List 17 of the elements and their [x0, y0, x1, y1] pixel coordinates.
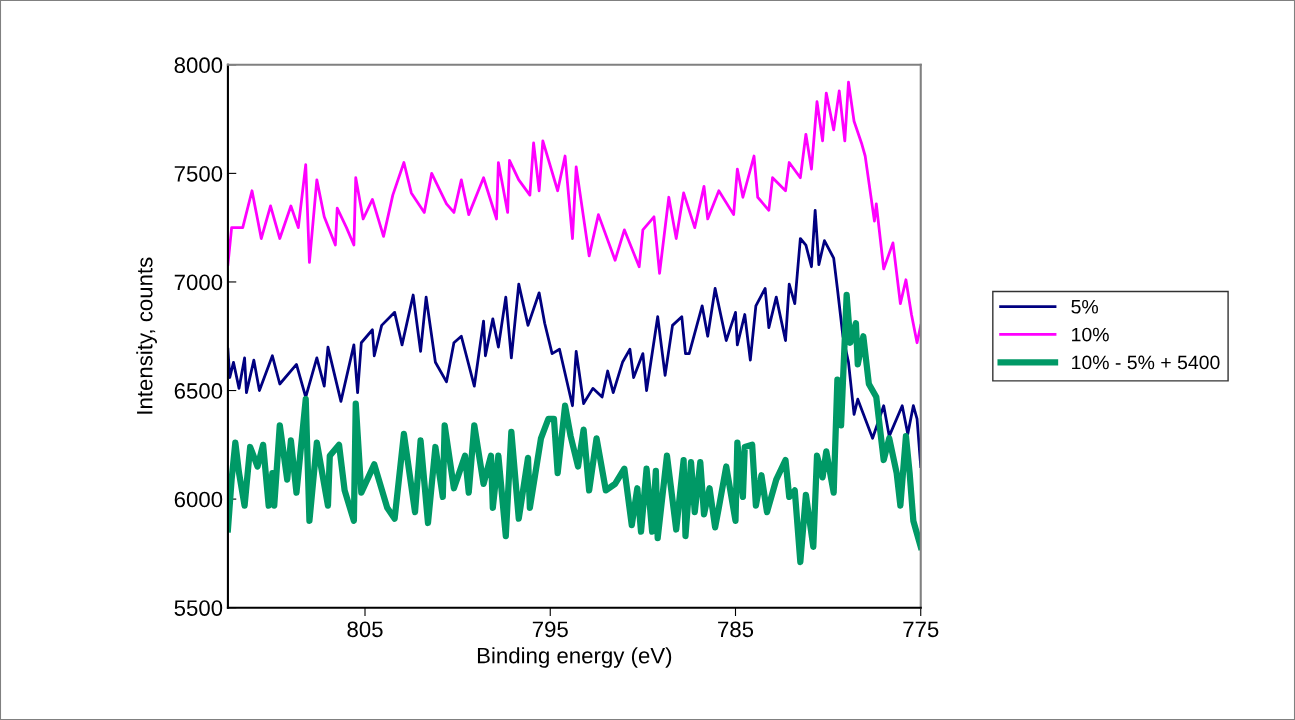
- legend-label: 10%: [1072, 327, 1109, 342]
- legend-label: 5%: [1071, 299, 1099, 314]
- y-tick-label: 8000: [174, 57, 223, 74]
- line-series: [227, 208, 921, 468]
- x-axis-title: Binding energy (eV): [477, 647, 672, 668]
- y-tick-label: 6000: [174, 491, 223, 508]
- y-tick-label: 5500: [174, 600, 223, 616]
- x-tick-label: 805: [347, 621, 383, 638]
- x-tick-label: 795: [532, 621, 568, 638]
- line-series: [227, 80, 921, 345]
- y-tick-label: 7500: [174, 165, 223, 182]
- x-tick-label: 775: [903, 621, 939, 638]
- x-tick-label: 785: [718, 621, 754, 638]
- y-axis-title: Intensity, counts: [136, 257, 157, 414]
- y-tick-label: 7000: [174, 274, 223, 291]
- legend-label: 10% - 5% + 5400: [1072, 355, 1220, 370]
- y-tick-label: 6500: [174, 383, 223, 399]
